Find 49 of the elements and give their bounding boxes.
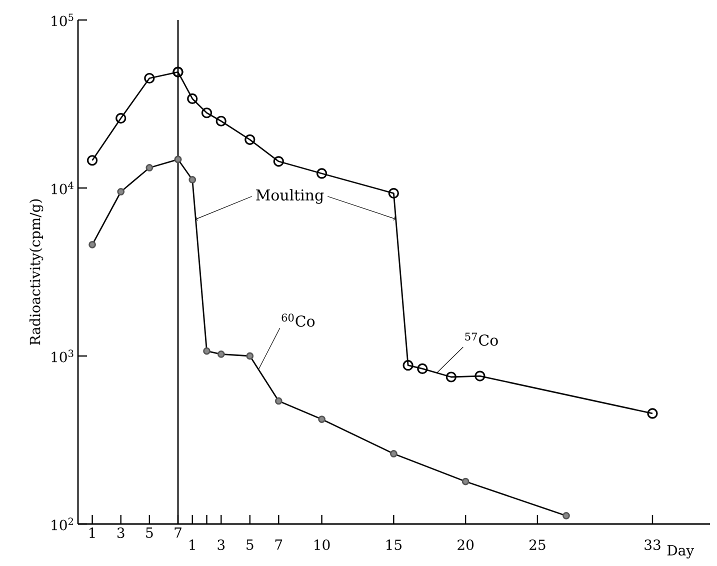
point bbox=[187, 93, 198, 104]
point bbox=[474, 370, 486, 382]
point bbox=[274, 397, 282, 405]
point bbox=[244, 134, 256, 145]
point bbox=[388, 188, 399, 199]
x-axis-title: Day bbox=[667, 545, 694, 558]
y-tick-label: 10$^{4}$ bbox=[52, 182, 74, 194]
point bbox=[117, 188, 125, 196]
point bbox=[417, 363, 428, 374]
x-tick-label: 7 bbox=[174, 528, 182, 538]
y-tick-label: 10$^{2}$ bbox=[52, 518, 74, 530]
point bbox=[273, 156, 284, 167]
x-tick-label: 25 bbox=[530, 540, 546, 550]
point bbox=[402, 360, 414, 371]
x-tick-label: 3 bbox=[218, 540, 225, 550]
annotation: Moulting bbox=[256, 189, 324, 204]
y-tick-label: 10$^{3}$ bbox=[52, 350, 74, 362]
point bbox=[146, 164, 154, 172]
x-tick-label: 1 bbox=[190, 540, 195, 550]
x-tick-label: 7 bbox=[275, 540, 282, 550]
text: $^{60}$Co bbox=[282, 314, 315, 327]
point bbox=[203, 347, 210, 355]
y-tick-label: 10$^{5}$ bbox=[52, 14, 74, 26]
point bbox=[116, 112, 126, 124]
point bbox=[562, 512, 570, 520]
x-tick-label: 5 bbox=[246, 540, 254, 550]
point bbox=[446, 372, 456, 382]
point bbox=[86, 155, 98, 166]
x-tick-label: 15 bbox=[386, 540, 402, 550]
x-tick-label: 1 bbox=[90, 528, 95, 538]
point bbox=[216, 116, 226, 126]
point bbox=[217, 350, 225, 358]
x-tick-label: 20 bbox=[458, 540, 474, 550]
x-tick-label: 5 bbox=[146, 528, 153, 538]
x-tick-label: 3 bbox=[117, 528, 124, 538]
point bbox=[647, 408, 658, 419]
point bbox=[246, 352, 254, 360]
x-tick-label: 10 bbox=[314, 540, 330, 550]
y-axis-title: Radioactivity(cpm/g) bbox=[29, 199, 44, 345]
point bbox=[188, 176, 196, 184]
point bbox=[462, 478, 470, 486]
point bbox=[390, 450, 398, 458]
point bbox=[144, 72, 155, 84]
point bbox=[318, 416, 326, 423]
point bbox=[201, 108, 212, 118]
point bbox=[316, 168, 328, 179]
x-tick-label: 33 bbox=[644, 540, 660, 550]
point bbox=[88, 240, 96, 248]
series-label: $^{57}$Co bbox=[465, 332, 498, 346]
